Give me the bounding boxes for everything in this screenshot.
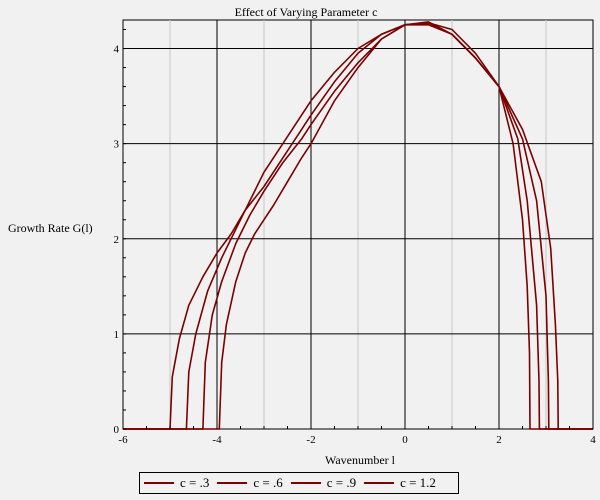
legend-swatch [290,482,321,484]
chart-title: Effect of Varying Parameter c [235,5,378,19]
y-tick-label: 0 [114,424,120,436]
legend-item: c = .3 [144,475,209,491]
legend-label: c = .6 [253,475,283,490]
legend-label: c = 1.2 [400,475,436,490]
x-tick-label: -4 [212,434,222,446]
y-tick-label: 4 [114,44,120,56]
y-tick-label: 2 [114,234,120,246]
x-tick-label: 0 [402,434,408,446]
legend-swatch [364,482,395,484]
legend-label: c = .9 [326,475,357,490]
x-tick-label: 4 [590,434,596,446]
legend: c = .3 c = .6 c = .9 c = 1.2 [139,472,459,494]
y-tick-label: 1 [114,329,120,341]
series-line-1 [123,21,593,430]
legend-swatch [144,482,174,484]
y-tick-label: 3 [114,139,120,151]
legend-label: c = .3 [180,475,210,490]
legend-item: c = .6 [217,475,283,491]
legend-item: c = .9 [290,475,357,491]
x-tick-label: -2 [306,434,315,446]
y-axis-label: Growth Rate G(l) [8,221,93,235]
tick-layer: -6 -4 -2 0 2 4 0 1 2 3 4 [114,29,596,446]
series-line-3 [123,23,593,430]
legend-swatch [217,482,248,484]
series-line-4 [123,22,593,430]
x-tick-label: -6 [118,434,128,446]
grid-minor [169,20,547,429]
x-axis-label: Wavenumber l [325,453,396,467]
x-tick-label: 2 [496,434,502,446]
series-line-2 [123,22,593,430]
legend-item: c = 1.2 [364,475,436,491]
series-layer [123,21,593,430]
